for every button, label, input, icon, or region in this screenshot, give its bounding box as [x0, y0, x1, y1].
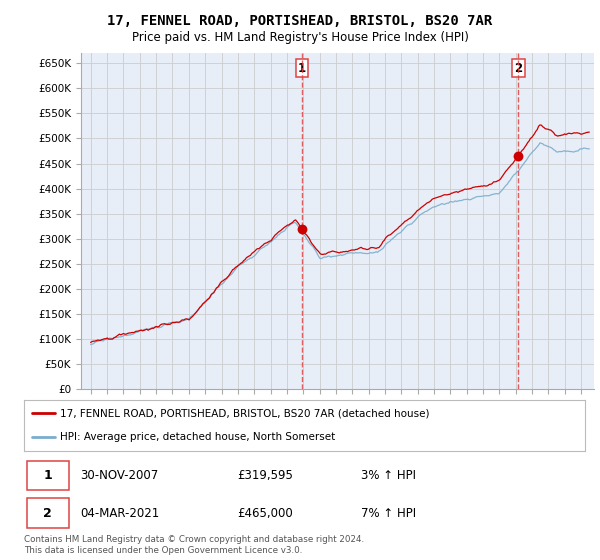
Text: 30-NOV-2007: 30-NOV-2007 [80, 469, 158, 482]
FancyBboxPatch shape [27, 498, 69, 528]
Text: HPI: Average price, detached house, North Somerset: HPI: Average price, detached house, Nort… [61, 432, 336, 442]
Text: 2: 2 [514, 62, 523, 74]
Text: £465,000: £465,000 [237, 507, 293, 520]
Text: Contains HM Land Registry data © Crown copyright and database right 2024.
This d: Contains HM Land Registry data © Crown c… [24, 535, 364, 555]
Text: 3% ↑ HPI: 3% ↑ HPI [361, 469, 416, 482]
Text: 2: 2 [43, 507, 52, 520]
Point [514, 152, 523, 161]
Text: 1: 1 [298, 62, 306, 74]
Point [297, 225, 307, 234]
Text: 17, FENNEL ROAD, PORTISHEAD, BRISTOL, BS20 7AR (detached house): 17, FENNEL ROAD, PORTISHEAD, BRISTOL, BS… [61, 408, 430, 418]
Text: Price paid vs. HM Land Registry's House Price Index (HPI): Price paid vs. HM Land Registry's House … [131, 31, 469, 44]
Text: £319,595: £319,595 [237, 469, 293, 482]
Text: 1: 1 [43, 469, 52, 482]
FancyBboxPatch shape [27, 460, 69, 490]
Text: 04-MAR-2021: 04-MAR-2021 [80, 507, 160, 520]
Text: 17, FENNEL ROAD, PORTISHEAD, BRISTOL, BS20 7AR: 17, FENNEL ROAD, PORTISHEAD, BRISTOL, BS… [107, 14, 493, 28]
Text: 7% ↑ HPI: 7% ↑ HPI [361, 507, 416, 520]
